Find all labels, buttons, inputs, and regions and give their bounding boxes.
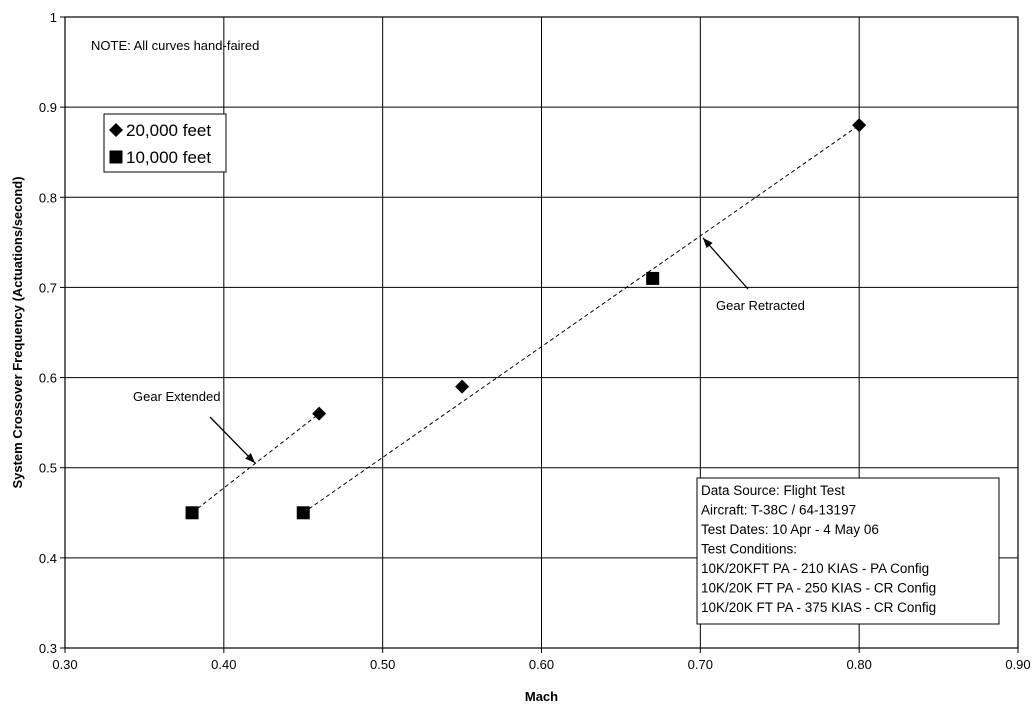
grid: [65, 17, 1018, 648]
y-tick-label: 0.5: [39, 461, 57, 476]
gear-extended-label: Gear Extended: [133, 389, 220, 404]
fit-line-gear-extended: [191, 413, 320, 514]
point-10000ft: [296, 506, 310, 520]
data-points: [185, 118, 867, 520]
x-tick-label: 0.30: [52, 657, 77, 672]
point-10000ft: [185, 506, 199, 520]
diamond-legend-marker: [109, 123, 123, 137]
info-box-line: Data Source: Flight Test: [701, 483, 845, 498]
square-legend-marker: [109, 150, 123, 164]
x-axis-title: Mach: [525, 689, 558, 704]
fit-lines: [191, 124, 860, 514]
info-box-line: 10K/20K FT PA - 250 KIAS - CR Config: [701, 581, 936, 596]
info-box-line: Test Dates: 10 Apr - 4 May 06: [701, 522, 879, 537]
y-tick-label: 0.7: [39, 280, 57, 295]
note-text: NOTE: All curves hand-faired: [91, 38, 259, 53]
point-10000ft: [646, 271, 660, 285]
x-tick-label: 0.80: [847, 657, 872, 672]
info-box-line: Aircraft: T-38C / 64-13197: [701, 503, 856, 518]
x-tick-label: 0.40: [211, 657, 236, 672]
point-20000ft: [455, 379, 470, 394]
gear-retracted-arrow-head: [703, 238, 713, 249]
info-box-frame: [696, 477, 1000, 625]
legend-label: 10,000 feet: [126, 148, 211, 167]
x-tick-label: 0.50: [370, 657, 395, 672]
plot-border: [64, 16, 1019, 649]
point-20000ft: [312, 406, 327, 421]
point-20000ft: [852, 118, 867, 133]
legend: 20,000 feet 10,000 feet: [103, 113, 227, 173]
info-box-line: 10K/20KFT PA - 210 KIAS - PA Config: [701, 561, 929, 576]
legend-box: [103, 113, 227, 173]
annotations: NOTE: All curves hand-faired Gear Extende…: [91, 38, 805, 464]
y-tick-label: 0.4: [39, 551, 57, 566]
x-tick-label: 0.60: [529, 657, 554, 672]
legend-label: 20,000 feet: [126, 121, 211, 140]
y-tick-label: 0.8: [39, 190, 57, 205]
gear-extended-arrow: [209, 416, 256, 464]
fit-line-gear-retracted: [302, 124, 860, 514]
x-tick-label: 0.70: [688, 657, 713, 672]
y-tick-label: 0.3: [39, 641, 57, 656]
y-tick-label: 0.6: [39, 371, 57, 386]
info-box: Data Source: Flight Test Aircraft: T-38C …: [696, 477, 1000, 625]
info-box-line: 10K/20K FT PA - 375 KIAS - CR Config: [701, 600, 936, 615]
x-tick-label: 0.90: [1005, 657, 1030, 672]
y-tick-label: 0.9: [39, 100, 57, 115]
y-tick-label: 1: [50, 10, 57, 25]
info-box-line: Test Conditions:: [701, 542, 797, 557]
y-axis-title: System Crossover Frequency (Actuations/s…: [10, 176, 25, 488]
gear-extended-arrow-head: [245, 453, 255, 463]
axes: 0.30 0.40 0.50 0.60 0.70 0.80 0.90 0.3 0.4 0.5 0.6…: [10, 10, 1031, 704]
gear-retracted-arrow: [702, 237, 749, 290]
gear-retracted-label: Gear Retracted: [716, 298, 805, 313]
